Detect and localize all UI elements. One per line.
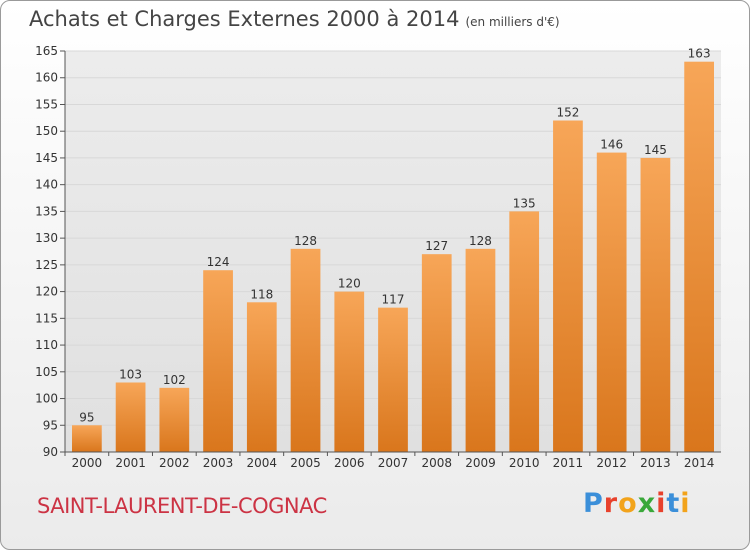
value-label-2004: 118 [250,287,273,301]
chart-title: Achats et Charges Externes 2000 à 2014 (e… [29,7,560,31]
bar-2010[interactable] [509,211,540,452]
y-tick-label: 130 [35,231,58,245]
y-tick-label: 145 [35,151,58,165]
x-tick-label-2011: 2011 [553,456,584,470]
value-label-2003: 124 [207,255,230,269]
brand-letter: P [583,488,604,519]
y-tick-label: 125 [35,258,58,272]
value-label-2013: 145 [644,143,667,157]
bar-2014[interactable] [684,61,715,453]
y-tick-label: 120 [35,285,58,299]
x-tick-label-2002: 2002 [159,456,190,470]
chart-unit: (en milliers d'€) [465,15,560,29]
bar-2002[interactable] [159,387,190,452]
x-tick-label-2014: 2014 [684,456,715,470]
axes [64,51,721,453]
value-label-2002: 102 [163,373,186,387]
bar-2000[interactable] [71,425,102,452]
value-label-2001: 103 [119,367,142,381]
bar-2009[interactable] [465,248,496,452]
bar-2004[interactable] [246,302,277,452]
x-tick-label-2004: 2004 [247,456,278,470]
brand-letter: r [603,488,619,519]
value-label-2006: 120 [338,277,361,291]
value-label-2010: 135 [513,196,536,210]
value-label-2014: 163 [688,47,711,61]
bar-2003[interactable] [203,270,233,452]
value-label-2007: 117 [382,293,405,307]
bar-2006[interactable] [334,291,365,452]
bar-2005[interactable] [290,248,321,452]
x-tick-label-2013: 2013 [640,456,671,470]
value-label-2011: 152 [556,106,579,120]
x-tick-label-2012: 2012 [596,456,627,470]
brand-letter: i [680,488,691,519]
value-label-2009: 128 [469,234,492,248]
value-labels: 95 103 102 124 118 128 120 117 127 128 135 152 146 14… [79,47,710,425]
bar-2013[interactable] [640,157,671,452]
y-tick-label: 110 [35,338,58,352]
brand-letter: x [637,488,657,519]
bar-2001[interactable] [115,382,146,452]
value-label-2008: 127 [425,239,448,253]
value-label-2012: 146 [600,138,623,152]
x-tick-label-2003: 2003 [203,456,234,470]
x-tick-label-2006: 2006 [334,456,365,470]
x-tick-label-2007: 2007 [378,456,409,470]
chart-title-text: Achats et Charges Externes 2000 à 2014 [29,7,460,31]
y-tick-label: 135 [35,204,58,218]
y-tick-label: 165 [35,44,58,58]
y-tick-label: 150 [35,124,58,138]
y-tick-label: 100 [35,392,58,406]
bar-2011[interactable] [553,120,583,453]
y-tick-label: 160 [35,71,58,85]
bar-2008[interactable] [421,254,452,452]
x-tick-label-2009: 2009 [465,456,496,470]
x-tick-label-2000: 2000 [72,456,103,470]
y-tick-labels: 90 95 100 105 110 115 120 125 130 135 140 145 150 155… [35,44,58,459]
value-label-2000: 95 [79,410,94,424]
bar-2007[interactable] [378,307,408,452]
bar-2012[interactable] [596,152,627,452]
x-tick-label-2008: 2008 [421,456,452,470]
proxiti-logo[interactable]: Proxiti [583,488,691,519]
x-tick-label-2005: 2005 [290,456,321,470]
brand-letter: i [656,488,667,519]
y-tick-label: 140 [35,178,58,192]
brand-letter: t [666,488,681,519]
y-tick-label: 115 [35,311,58,325]
brand-letter: o [618,488,638,519]
x-tick-labels: 2000 2001 2002 2003 2004 2005 2006 2007 2008 2009… [72,456,715,470]
bars [71,61,715,453]
y-tick-label: 105 [35,365,58,379]
x-tick-label-2010: 2010 [509,456,540,470]
town-name: SAINT-LAURENT-DE-COGNAC [37,494,327,518]
value-label-2005: 128 [294,234,317,248]
y-tick-label: 90 [43,445,58,459]
x-tick-label-2001: 2001 [115,456,146,470]
y-tick-label: 155 [35,97,58,111]
y-tick-label: 95 [43,418,58,432]
